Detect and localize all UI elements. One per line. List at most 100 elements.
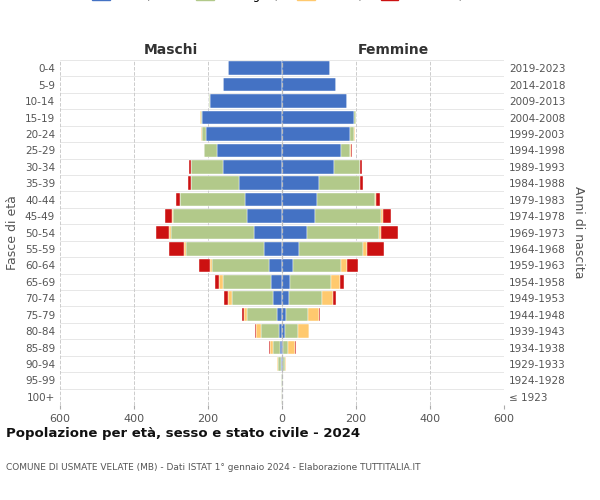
Bar <box>283 341 288 354</box>
Bar <box>290 275 331 288</box>
Bar <box>360 160 361 173</box>
Bar <box>308 308 319 322</box>
Bar <box>176 193 179 206</box>
Bar <box>282 127 350 140</box>
Bar <box>351 144 352 157</box>
Bar <box>212 258 269 272</box>
Bar <box>277 308 282 322</box>
Bar <box>282 308 286 322</box>
Bar <box>347 258 358 272</box>
Bar <box>282 176 319 190</box>
Text: COMUNE DI USMATE VELATE (MB) - Dati ISTAT 1° gennaio 2024 - Elaborazione TUTTITA: COMUNE DI USMATE VELATE (MB) - Dati ISTA… <box>6 463 421 472</box>
Bar <box>256 324 260 338</box>
Text: Popolazione per età, sesso e stato civile - 2024: Popolazione per età, sesso e stato civil… <box>6 428 360 440</box>
Bar <box>200 111 202 124</box>
Bar <box>379 226 381 239</box>
Bar <box>169 226 171 239</box>
Bar <box>180 193 245 206</box>
Bar <box>227 292 232 305</box>
Bar <box>191 176 239 190</box>
Bar <box>282 210 314 223</box>
Bar <box>263 242 282 256</box>
Text: Maschi: Maschi <box>144 44 198 58</box>
Bar <box>269 341 270 354</box>
Bar <box>224 292 227 305</box>
Bar <box>242 308 244 322</box>
Bar <box>172 210 173 223</box>
Bar <box>282 357 283 370</box>
Bar <box>341 144 350 157</box>
Bar <box>282 94 347 108</box>
Text: Femmine: Femmine <box>358 44 428 58</box>
Bar <box>244 308 247 322</box>
Bar <box>298 324 308 338</box>
Bar <box>299 242 364 256</box>
Bar <box>288 341 295 354</box>
Y-axis label: Anni di nascita: Anni di nascita <box>572 186 585 279</box>
Bar <box>319 176 360 190</box>
Bar <box>171 226 254 239</box>
Bar <box>186 242 263 256</box>
Bar <box>202 127 206 140</box>
Bar <box>156 226 169 239</box>
Bar <box>314 210 381 223</box>
Bar <box>229 62 282 75</box>
Bar <box>282 144 341 157</box>
Bar <box>282 160 334 173</box>
Bar <box>270 341 273 354</box>
Bar <box>383 210 391 223</box>
Bar <box>188 176 191 190</box>
Bar <box>374 193 376 206</box>
Bar <box>361 160 362 173</box>
Bar <box>232 292 273 305</box>
Bar <box>282 193 317 206</box>
Bar <box>361 176 364 190</box>
Bar <box>223 78 282 92</box>
Bar <box>282 341 283 354</box>
Bar <box>204 144 217 157</box>
Bar <box>331 275 340 288</box>
Bar <box>223 160 282 173</box>
Bar <box>282 111 354 124</box>
Bar <box>282 324 284 338</box>
Bar <box>340 275 344 288</box>
Bar <box>277 357 278 370</box>
Bar <box>280 341 282 354</box>
Bar <box>166 210 172 223</box>
Bar <box>286 308 308 322</box>
Bar <box>273 292 282 305</box>
Bar <box>239 176 282 190</box>
Bar <box>282 62 330 75</box>
Y-axis label: Fasce di età: Fasce di età <box>7 195 19 270</box>
Bar <box>333 292 336 305</box>
Bar <box>308 324 310 338</box>
Bar <box>273 341 280 354</box>
Bar <box>381 226 398 239</box>
Bar <box>282 258 293 272</box>
Bar <box>278 357 281 370</box>
Bar <box>282 78 335 92</box>
Legend: Celibi/Nubili, Coniugati/e, Vedovi/e, Divorziati/e: Celibi/Nubili, Coniugati/e, Vedovi/e, Di… <box>87 0 477 6</box>
Bar <box>219 275 223 288</box>
Bar <box>289 292 322 305</box>
Bar <box>191 160 223 173</box>
Bar <box>199 258 210 272</box>
Bar <box>307 226 379 239</box>
Bar <box>282 275 290 288</box>
Bar <box>350 127 354 140</box>
Bar <box>282 292 289 305</box>
Bar <box>271 275 282 288</box>
Bar <box>317 193 374 206</box>
Bar <box>367 242 384 256</box>
Bar <box>283 357 284 370</box>
Bar <box>247 308 277 322</box>
Bar <box>281 357 282 370</box>
Bar <box>189 160 191 173</box>
Bar <box>364 242 367 256</box>
Bar <box>279 324 282 338</box>
Bar <box>360 176 361 190</box>
Bar <box>295 341 296 354</box>
Bar <box>210 258 212 272</box>
Bar <box>341 258 347 272</box>
Bar <box>179 193 180 206</box>
